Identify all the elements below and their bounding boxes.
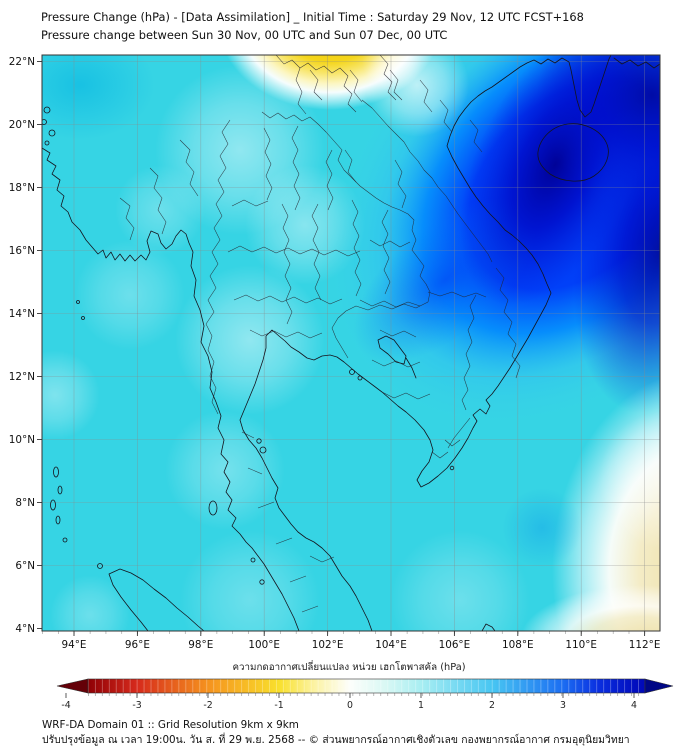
lon-label: 104°E xyxy=(375,639,407,651)
colorbar-major-ticks xyxy=(65,693,635,698)
lon-label: 94°E xyxy=(62,639,87,651)
lat-label: 6°N xyxy=(15,560,35,572)
colorbar-minor-ticks xyxy=(88,693,645,696)
small-islands xyxy=(42,106,455,585)
lon-label: 100°E xyxy=(248,639,280,651)
cb-tick: -1 xyxy=(274,700,283,711)
lat-label: 8°N xyxy=(15,497,35,509)
lat-label: 4°N xyxy=(15,623,35,635)
natuna-island xyxy=(481,623,496,631)
lat-label: 20°N xyxy=(9,119,35,131)
china-coast-segment xyxy=(613,57,660,69)
lat-label: 14°N xyxy=(9,308,35,320)
minor-ticks-strip xyxy=(42,631,660,634)
footer-domain-info: WRF-DA Domain 01 :: Grid Resolution 9km … xyxy=(42,719,299,731)
light-pressure-patches xyxy=(42,55,530,631)
lon-label: 98°E xyxy=(188,639,213,651)
cb-tick: -3 xyxy=(132,700,141,711)
lon-label: 102°E xyxy=(312,639,344,651)
map-canvas xyxy=(42,55,660,631)
sumatra-coastline xyxy=(108,568,205,631)
lon-label: 106°E xyxy=(439,639,471,651)
colorbar: ความกดอากาศเปลี่ยนแปลง หน่วย เฮกโตพาสคัล… xyxy=(56,660,674,711)
colorbar-segments xyxy=(88,679,645,693)
cb-tick: 0 xyxy=(347,700,353,711)
footer-update-info: ปรับปรุงข้อมูล ณ เวลา 19:00น. วัน ส. ที่… xyxy=(42,732,630,746)
tonle-sap-lake xyxy=(377,335,417,379)
admin-boundaries xyxy=(119,55,521,613)
figure-title: Pressure Change (hPa) - [Data Assimilati… xyxy=(41,10,584,24)
lon-label: 108°E xyxy=(502,639,534,651)
cb-tick: 3 xyxy=(560,700,566,711)
longitude-labels: 94°E 96°E 98°E 100°E 102°E 104°E 106°E 1… xyxy=(62,639,661,651)
colorbar-right-arrow xyxy=(644,678,674,694)
coastlines xyxy=(42,55,660,631)
gulf-and-vietnam-coastline xyxy=(239,55,612,631)
cb-tick: 1 xyxy=(418,700,424,711)
lat-label: 16°N xyxy=(9,245,35,257)
lat-label: 12°N xyxy=(9,371,35,383)
lat-label: 18°N xyxy=(9,182,35,194)
lon-label: 96°E xyxy=(125,639,150,651)
cb-tick: 4 xyxy=(631,700,637,711)
graticule xyxy=(42,55,660,631)
mainland-west-coastline xyxy=(42,147,300,631)
latitude-labels: 22°N 20°N 18°N 16°N 14°N 12°N 10°N 8°N 6… xyxy=(9,56,35,635)
figure-subtitle: Pressure change between Sun 30 Nov, 00 U… xyxy=(41,28,447,42)
colorbar-title: ความกดอากาศเปลี่ยนแปลง หน่วย เฮกโตพาสคัล… xyxy=(232,660,465,673)
lon-label: 110°E xyxy=(565,639,597,651)
hainan-island xyxy=(537,123,609,182)
lat-label: 10°N xyxy=(9,434,35,446)
cb-tick: -2 xyxy=(203,700,212,711)
colorbar-left-arrow xyxy=(56,678,89,694)
cb-tick: 2 xyxy=(489,700,495,711)
lat-label: 22°N xyxy=(9,56,35,68)
colorbar-tick-labels: -4 -3 -2 -1 0 1 2 3 4 xyxy=(61,700,637,711)
lon-label: 112°E xyxy=(629,639,661,651)
cb-tick: -4 xyxy=(61,700,70,711)
